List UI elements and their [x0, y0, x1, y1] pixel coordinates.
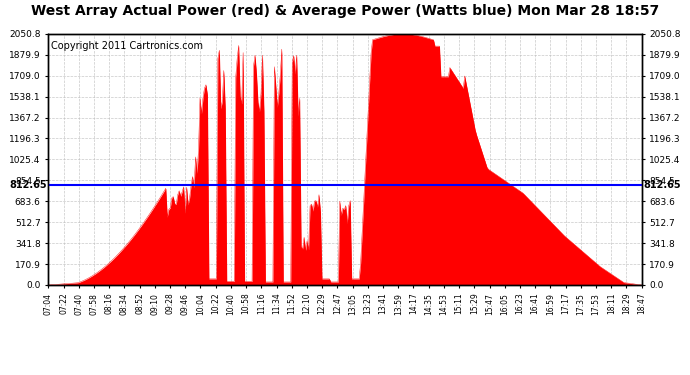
- Text: 812.65: 812.65: [643, 180, 680, 190]
- Text: West Array Actual Power (red) & Average Power (Watts blue) Mon Mar 28 18:57: West Array Actual Power (red) & Average …: [31, 4, 659, 18]
- Text: Copyright 2011 Cartronics.com: Copyright 2011 Cartronics.com: [51, 41, 204, 51]
- Text: 812.65: 812.65: [10, 180, 47, 190]
